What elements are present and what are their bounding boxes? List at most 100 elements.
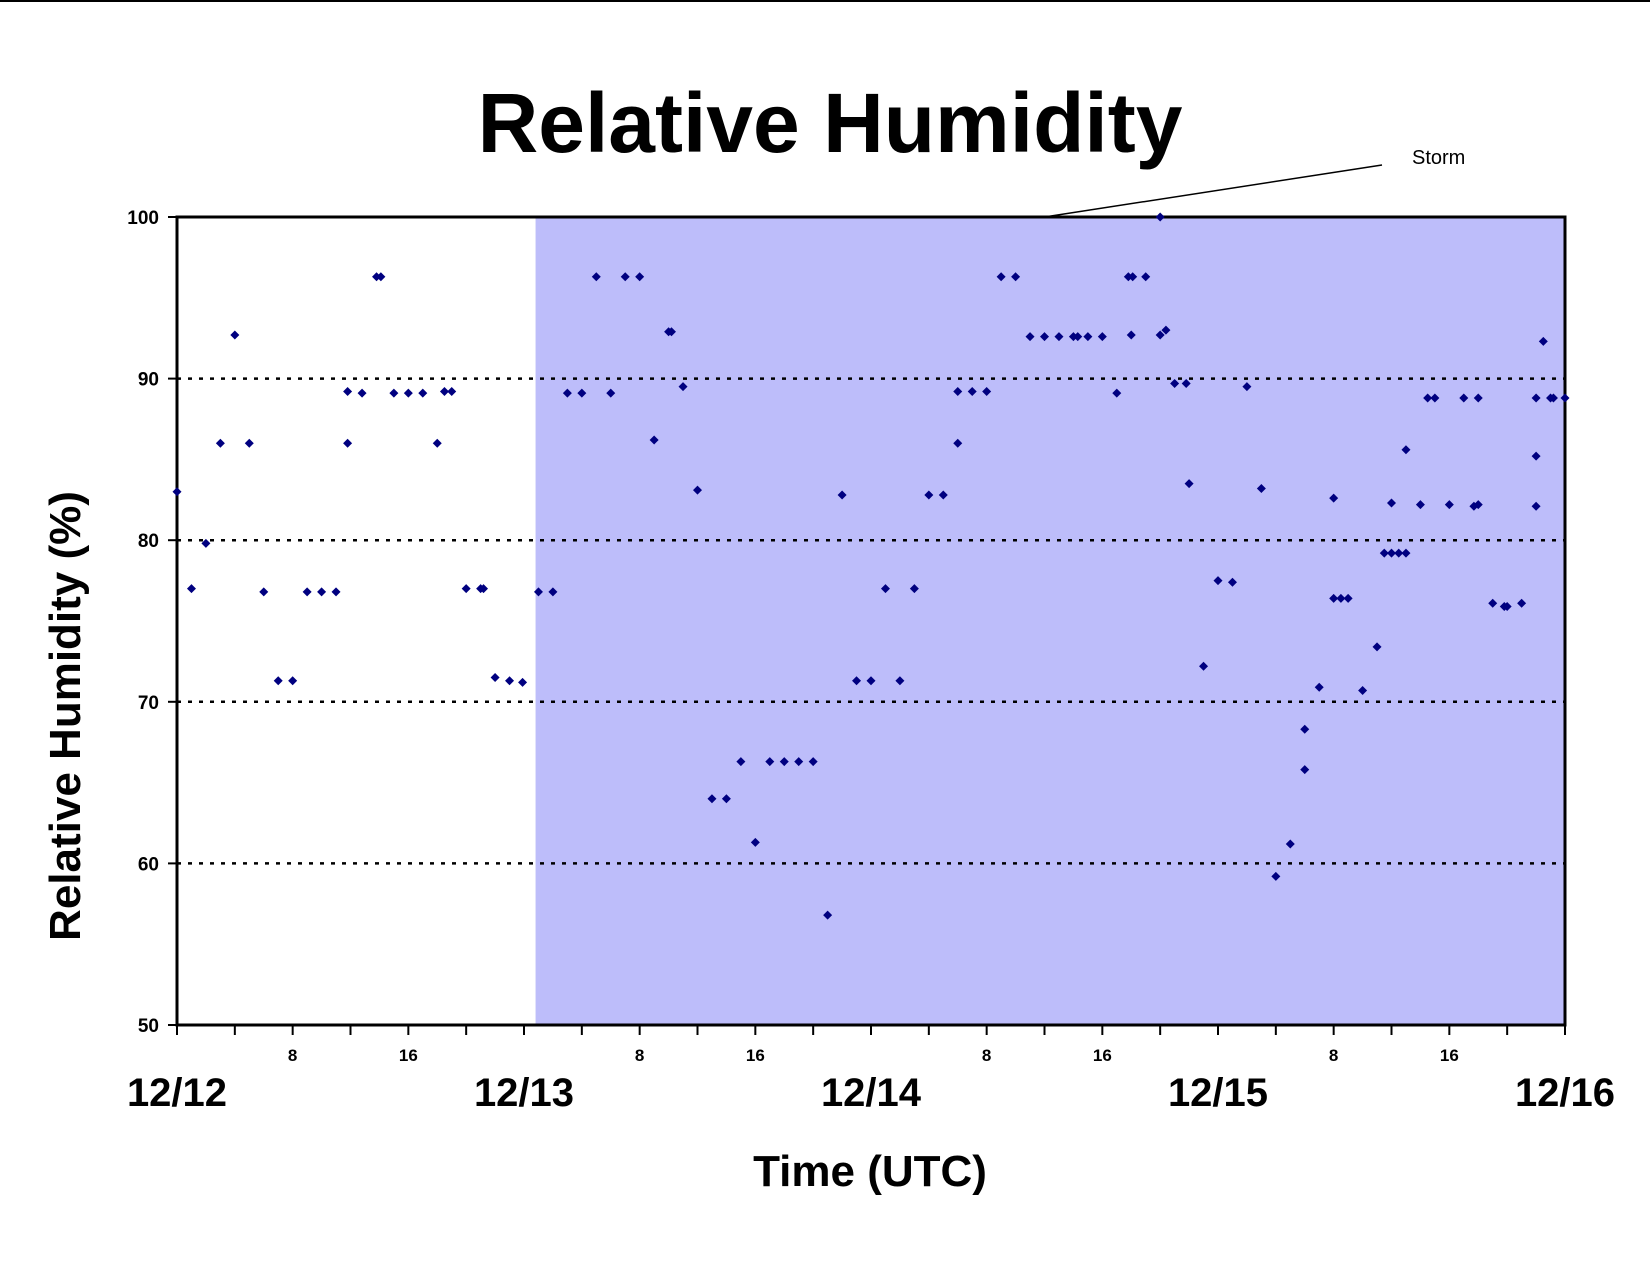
data-point [866, 676, 876, 686]
data-point [418, 388, 428, 398]
data-point [666, 327, 676, 337]
data-point [1531, 393, 1541, 403]
data-point [707, 794, 717, 804]
data-point [1083, 332, 1093, 342]
x-hour-label: 16 [1093, 1046, 1112, 1065]
data-point [794, 757, 804, 767]
tick-labels: 50 60 70 80 90 100 8 16 8 16 8 16 8 16 12/12 12/13 12/14… [127, 208, 1615, 1115]
data-point [186, 584, 196, 594]
x-hour-label: 8 [288, 1046, 297, 1065]
data-point [317, 587, 327, 597]
data-point [1502, 601, 1512, 611]
data-point [852, 676, 862, 686]
data-point [1548, 393, 1558, 403]
storm-shading [535, 217, 1565, 1025]
data-point [1531, 501, 1541, 511]
data-point [439, 387, 449, 397]
data-point [635, 272, 645, 282]
y-tick-label: 90 [138, 370, 159, 391]
data-point [1161, 325, 1171, 335]
data-point [1379, 548, 1389, 558]
top-border [0, 0, 1650, 2]
data-point [1444, 500, 1454, 510]
data-point [1538, 336, 1548, 346]
data-point [1336, 593, 1346, 603]
data-point [1155, 212, 1165, 222]
data-point [244, 438, 254, 448]
data-point [1141, 272, 1151, 282]
data-point [1358, 685, 1368, 695]
data-point [343, 387, 353, 397]
data-point [823, 910, 833, 920]
data-point [606, 388, 616, 398]
data-point [1181, 378, 1191, 388]
x-hour-label: 16 [1440, 1046, 1459, 1065]
data-point [273, 676, 283, 686]
x-hour-label: 8 [635, 1046, 644, 1065]
data-point [1387, 498, 1396, 508]
data-point [1097, 332, 1107, 342]
data-point [1227, 577, 1237, 587]
data-point [808, 757, 818, 767]
data-point [693, 485, 702, 495]
data-point [1430, 393, 1440, 403]
data-point [837, 490, 847, 500]
data-point [1329, 493, 1339, 503]
data-point [1256, 483, 1266, 493]
data-point [1387, 548, 1396, 558]
y-tick-label: 60 [138, 854, 159, 875]
data-point [953, 387, 963, 397]
data-point [1300, 765, 1310, 775]
data-point [577, 388, 587, 398]
data-point [1242, 382, 1252, 392]
data-point [1300, 724, 1310, 734]
data-point [1271, 871, 1281, 881]
data-point [1126, 330, 1136, 340]
storm-region [535, 217, 1565, 1025]
data-point [880, 584, 890, 594]
data-point [562, 388, 572, 398]
storm-annotation-line [1044, 164, 1383, 218]
data-point [649, 435, 659, 445]
y-axis-label: Relative Humidity (%) [41, 491, 90, 941]
storm-annotation-label: Storm [1412, 147, 1465, 169]
data-point [505, 676, 515, 686]
data-point [1314, 682, 1324, 692]
data-point [620, 272, 630, 282]
x-day-label: 12/12 [127, 1071, 227, 1115]
data-point [201, 538, 211, 548]
data-point [996, 272, 1006, 282]
data-point [591, 272, 601, 282]
data-point [1285, 839, 1295, 849]
data-point [1112, 388, 1122, 398]
data-point [1372, 642, 1382, 652]
data-point [967, 387, 977, 397]
data-point [1184, 479, 1194, 489]
chart-title: Relative Humidity [478, 76, 1183, 170]
x-hour-label: 16 [399, 1046, 418, 1065]
data-point [403, 388, 413, 398]
data-point [1073, 332, 1083, 342]
data-point [895, 676, 905, 686]
axis-ticks [168, 216, 1566, 1035]
data-point [938, 490, 948, 500]
data-point [1473, 393, 1483, 403]
data-point [1560, 393, 1570, 403]
data-point [1343, 593, 1353, 603]
data-point [230, 330, 240, 340]
data-point [779, 757, 789, 767]
data-point [215, 438, 225, 448]
data-point [461, 584, 471, 594]
data-point [1415, 500, 1425, 510]
data-point [1155, 330, 1165, 340]
grid-lines [177, 377, 1565, 865]
y-tick-label: 80 [138, 531, 159, 552]
data-point [1531, 451, 1541, 461]
y-tick-label: 70 [138, 693, 159, 714]
data-point [432, 438, 442, 448]
data-point [1488, 598, 1498, 608]
x-hour-label: 16 [746, 1046, 765, 1065]
data-point [1128, 272, 1138, 282]
data-point [447, 387, 457, 397]
